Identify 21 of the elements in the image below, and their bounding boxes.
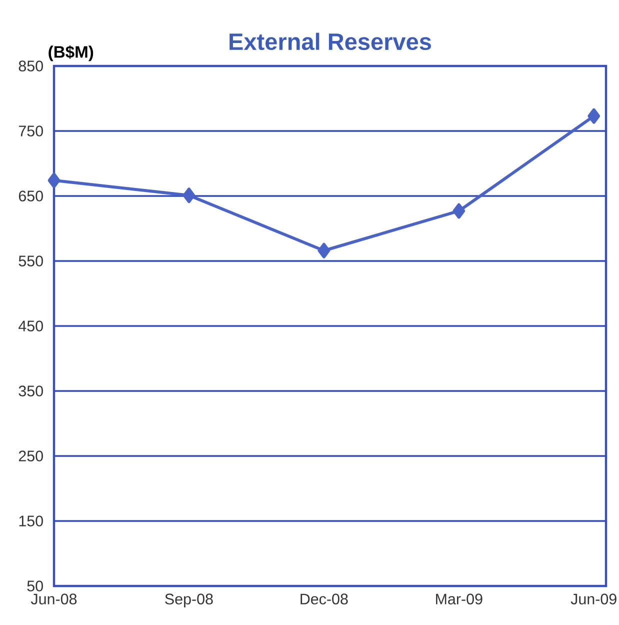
y-tick-label: 650 bbox=[18, 190, 43, 202]
y-tick-label: 850 bbox=[18, 60, 43, 72]
point bbox=[48, 172, 60, 188]
y-tick-label: 250 bbox=[18, 450, 43, 462]
point bbox=[452, 203, 466, 219]
y-tick-label: 450 bbox=[18, 320, 43, 332]
point bbox=[182, 188, 196, 204]
point bbox=[588, 108, 600, 124]
x-tick-label: Dec-08 bbox=[300, 594, 348, 604]
x-tick-label: Jun-08 bbox=[30, 594, 77, 604]
chart-title: External Reserves bbox=[230, 32, 431, 50]
x-tick-label: Sep-08 bbox=[165, 594, 213, 608]
y-tick-label: 750 bbox=[18, 126, 43, 136]
x-tick-label: Mar-09 bbox=[436, 594, 482, 604]
y-tick-label: 50 bbox=[27, 580, 43, 592]
x-tick-label: Jun-09 bbox=[570, 594, 616, 604]
y-tick-label: 350 bbox=[18, 386, 43, 396]
point bbox=[318, 242, 330, 258]
y-axis-title: (B$M) bbox=[48, 45, 94, 62]
y-tick-label: 550 bbox=[18, 256, 43, 266]
y-tick-label: 150 bbox=[19, 516, 43, 526]
